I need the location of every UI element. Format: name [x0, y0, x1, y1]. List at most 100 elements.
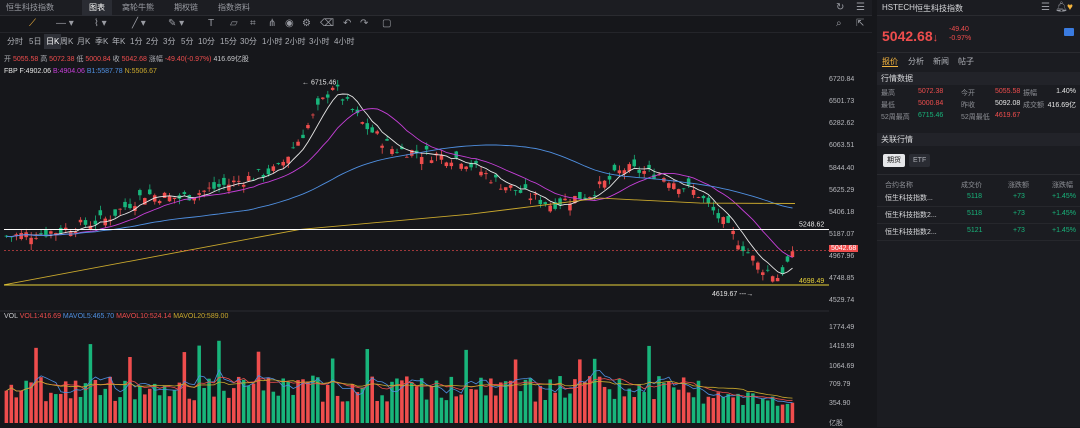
- period-16[interactable]: 3小时: [309, 37, 330, 46]
- candle-body: [701, 195, 706, 199]
- period-6[interactable]: 年K: [112, 37, 126, 46]
- layout-icon[interactable]: ⇱: [856, 18, 865, 29]
- line-style-icon[interactable]: — ▾: [56, 18, 74, 29]
- n-value: N:5506.67: [124, 68, 157, 75]
- kv-value: 4619.67: [995, 112, 1021, 119]
- tab-warrants[interactable]: 窝轮牛熊: [122, 3, 154, 12]
- draw-line-icon[interactable]: ╱ ▾: [132, 18, 146, 29]
- ruler-icon[interactable]: ⌗: [250, 18, 256, 29]
- period-12[interactable]: 15分: [220, 37, 237, 46]
- shape-tool-icon[interactable]: ▱: [230, 18, 238, 29]
- period-5[interactable]: 季K: [95, 37, 109, 46]
- tab-options[interactable]: 期权链: [174, 3, 198, 12]
- period-10[interactable]: 5分: [181, 37, 194, 46]
- period-14[interactable]: 1小时: [262, 37, 283, 46]
- volume-bar: [474, 389, 478, 423]
- volume-bar: [765, 400, 770, 423]
- candle-body: [518, 190, 523, 193]
- heart-icon[interactable]: ♥: [1067, 2, 1073, 13]
- undo-icon[interactable]: ↶: [343, 18, 352, 29]
- volume-bar: [400, 380, 404, 423]
- ma-line: [6, 144, 793, 238]
- volume-tick: 1419.59: [829, 343, 855, 350]
- bell-icon[interactable]: 🔔︎: [1055, 2, 1068, 13]
- candle-body: [716, 213, 721, 219]
- period-17[interactable]: 4小时: [334, 37, 355, 46]
- volume-bar: [182, 352, 187, 423]
- tab-chart[interactable]: 图表: [82, 0, 112, 16]
- volume-bar: [14, 397, 19, 423]
- trash-icon[interactable]: ⌫: [320, 18, 335, 29]
- price-tick: 5406.18: [829, 209, 855, 216]
- redo-icon[interactable]: ↷: [360, 18, 369, 29]
- period-3[interactable]: 周K: [60, 37, 74, 46]
- last-price-value: 5042.68: [882, 28, 933, 44]
- quote-change: -49.40: [949, 26, 969, 33]
- divider: [877, 174, 1080, 175]
- draw-brush-icon[interactable]: ✎ ▾: [168, 18, 185, 29]
- tab-posts[interactable]: 帖子: [958, 57, 974, 66]
- pill-futures[interactable]: 期货: [883, 154, 905, 167]
- kv-value: 5072.38: [918, 88, 944, 95]
- indicator-icon[interactable]: ⌇ ▾: [94, 18, 107, 29]
- period-13[interactable]: 30分: [240, 37, 257, 46]
- period-8[interactable]: 2分: [146, 37, 159, 46]
- volume-bar: [484, 395, 488, 423]
- chart-type-icon[interactable]: ⟋: [29, 18, 36, 29]
- period-2[interactable]: 日K: [44, 34, 62, 49]
- price-tick: 6063.51: [829, 142, 855, 149]
- volume-bar: [350, 384, 355, 423]
- period-4[interactable]: 月K: [77, 37, 91, 46]
- tab-index-info[interactable]: 指数资料: [218, 3, 250, 12]
- volume-bar: [434, 380, 439, 423]
- tab-quote[interactable]: 报价: [882, 57, 898, 66]
- tab-news[interactable]: 新闻: [933, 57, 949, 66]
- volume-bar: [197, 345, 201, 423]
- menu-icon[interactable]: ☰: [856, 2, 865, 13]
- candle-body: [340, 99, 345, 101]
- contract-name[interactable]: 恒生科技指数2...: [885, 212, 937, 219]
- contract-name[interactable]: 恒生科技指数...: [885, 195, 933, 202]
- period-0[interactable]: 分时: [7, 37, 23, 46]
- tab-index-name[interactable]: 恒生科技指数: [6, 3, 54, 12]
- candle-body: [439, 154, 444, 160]
- last-price: 5042.68↓: [882, 28, 938, 44]
- search-icon[interactable]: ⌕: [836, 18, 842, 29]
- tab-analysis[interactable]: 分析: [908, 57, 924, 66]
- pill-etf[interactable]: ETF: [909, 154, 931, 167]
- period-7[interactable]: 1分: [130, 37, 143, 46]
- period-9[interactable]: 3分: [163, 37, 176, 46]
- candlestick-chart[interactable]: ← 6715.46 4619.67 ---→ 5248.62 4698.49: [0, 76, 829, 427]
- camera-icon[interactable]: ▢: [382, 18, 392, 29]
- volume-bar: [251, 383, 256, 423]
- eye-icon[interactable]: ◉: [285, 18, 294, 29]
- volume-bar: [662, 382, 666, 423]
- candle-body: [523, 184, 528, 189]
- price-tick: 5844.40: [829, 165, 855, 172]
- period-11[interactable]: 10分: [198, 37, 215, 46]
- period-1[interactable]: 5日: [29, 37, 42, 46]
- menu-icon[interactable]: ☰: [1041, 2, 1050, 13]
- volume-bar: [370, 376, 374, 423]
- volume-bar: [113, 400, 117, 423]
- magnet-icon[interactable]: ⋔: [268, 18, 277, 29]
- mavol20-value: MAVOL20:589.00: [173, 313, 229, 320]
- volume-bar: [721, 396, 725, 423]
- volume-bar: [583, 381, 587, 423]
- volume-bar: [29, 382, 33, 423]
- high-annotation: ← 6715.46: [302, 80, 336, 87]
- text-tool-icon[interactable]: T: [208, 18, 215, 29]
- candle-body: [607, 175, 612, 180]
- candle-body: [489, 182, 493, 184]
- candle-body: [276, 163, 281, 165]
- candle-body: [217, 183, 221, 187]
- volume-bar: [439, 397, 444, 423]
- vol1-value: VOL1:416.69: [19, 313, 61, 320]
- price-tick: 6720.84: [829, 76, 855, 83]
- period-15[interactable]: 2小时: [285, 37, 306, 46]
- refresh-icon[interactable]: ↻: [836, 2, 845, 13]
- section-market-data: 行情数据: [877, 72, 1080, 85]
- settings-icon[interactable]: ⚙: [302, 18, 311, 29]
- contract-name[interactable]: 恒生科技指数2...: [885, 229, 937, 236]
- candle-body: [513, 190, 518, 191]
